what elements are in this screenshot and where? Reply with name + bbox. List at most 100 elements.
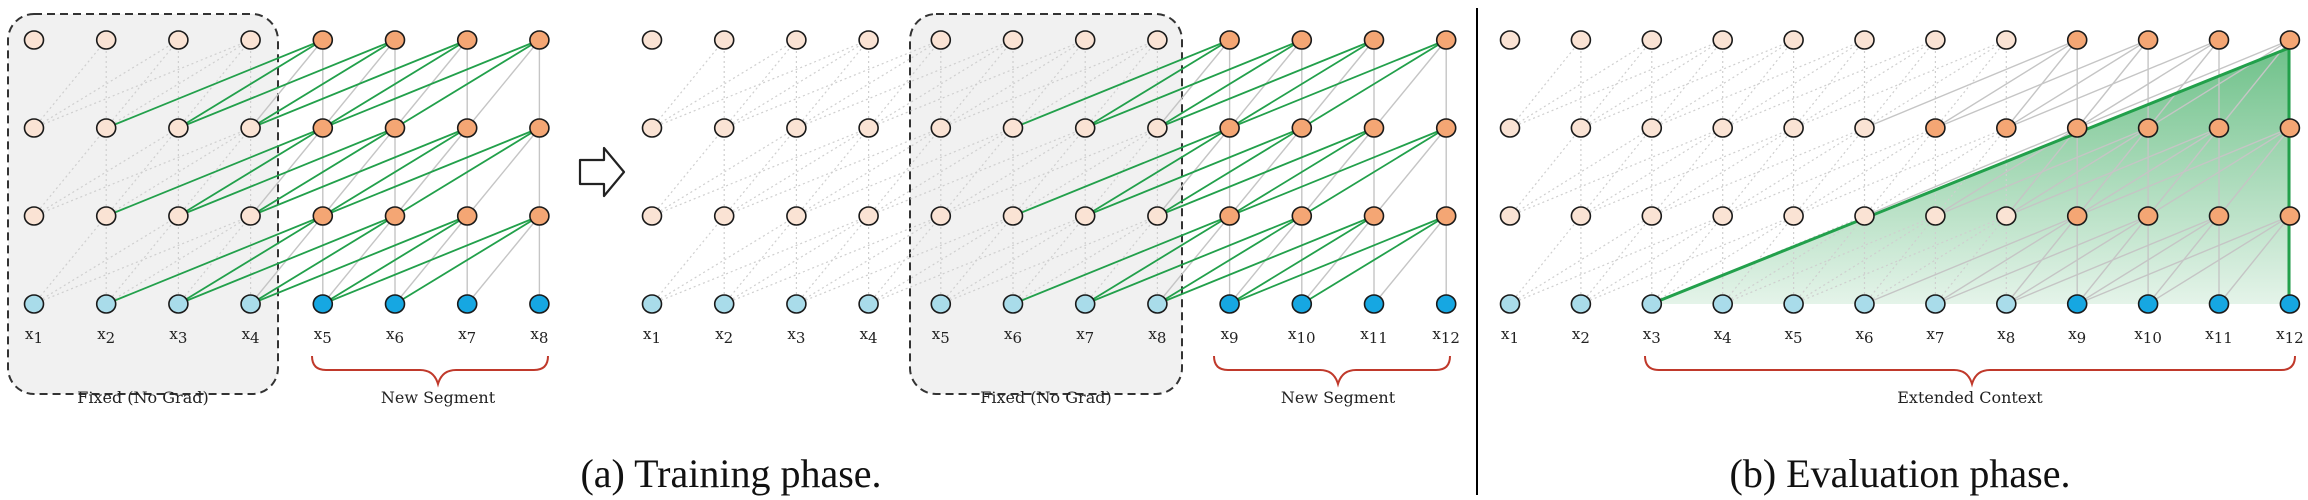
step1-input-node	[95, 294, 117, 314]
eval-edge	[1580, 127, 1724, 217]
eval-input-node	[1712, 294, 1733, 314]
step2-input-node	[1363, 294, 1385, 314]
step2-edge	[1373, 215, 1447, 305]
eval-edge	[1509, 127, 1723, 217]
eval-edge	[2076, 39, 2220, 129]
fixed-box-step1	[7, 13, 279, 395]
step1-hidden-node	[529, 206, 550, 226]
step2-edge	[1157, 39, 1375, 129]
step1-edge	[250, 127, 468, 217]
caption-evaluation: (b) Evaluation phase.	[1730, 451, 2071, 496]
eval-token-label: x5	[1785, 325, 1803, 347]
step1-input-node	[240, 294, 261, 314]
step2-edge	[1301, 39, 1447, 129]
step1-edge	[322, 215, 540, 305]
step1-edge	[33, 127, 251, 217]
step2-edge	[940, 39, 1158, 129]
step2-edge	[1157, 127, 1375, 217]
eval-hidden-node	[2066, 206, 2088, 226]
step2-edge	[723, 215, 942, 305]
step2-hidden-node	[930, 30, 952, 50]
step2-edge	[868, 127, 1086, 217]
step2-edge	[940, 39, 1086, 129]
step2-hidden-node	[1435, 206, 1457, 226]
step1-edge	[466, 39, 540, 129]
step1-edge	[178, 127, 396, 217]
step2-hidden-node	[1002, 118, 1024, 138]
step1-edge	[250, 127, 396, 217]
step2-edge	[796, 127, 942, 217]
eval-token-label: x6	[1855, 325, 1873, 347]
step2-edge	[1229, 215, 1375, 305]
step2-edge	[868, 39, 1014, 129]
step2-hidden-node	[1363, 30, 1385, 50]
step1-input-node	[456, 294, 478, 314]
step2-hidden-node	[1147, 206, 1168, 226]
eval-hidden-node	[1996, 118, 2017, 138]
step1-hidden-node	[312, 118, 334, 138]
step2-hidden-node	[1147, 30, 1168, 50]
step2-edge	[1084, 215, 1231, 305]
step2-hidden-node	[858, 30, 879, 50]
step2-token-label: x9	[1221, 325, 1239, 347]
step2-edge	[868, 39, 1086, 129]
eval-edge	[1722, 39, 1936, 129]
eval-edge	[1722, 127, 1936, 217]
step1-edge	[33, 39, 179, 129]
step2-edge	[651, 215, 869, 305]
step1-edge	[250, 215, 468, 305]
step2-input-node	[1147, 294, 1168, 314]
eval-hidden-node	[1996, 206, 2017, 226]
step1-hidden-node	[168, 30, 189, 50]
step2-input-node	[930, 294, 952, 314]
step2-hidden-node	[786, 206, 807, 226]
step2-token-label: x2	[715, 325, 733, 347]
step2-hidden-node	[713, 30, 735, 50]
step2-token-label: x7	[1076, 325, 1094, 347]
step2-edge	[1229, 39, 1447, 129]
step2-edge	[796, 215, 942, 305]
step2-hidden-node	[1219, 206, 1240, 226]
step2-edge	[940, 127, 1086, 217]
eval-hidden-node	[1570, 30, 1592, 50]
eval-edge	[2147, 127, 2291, 217]
step2-edge	[651, 39, 725, 129]
step1-hidden-node	[384, 206, 406, 226]
step1-edge	[250, 39, 468, 129]
step1-hidden-node	[312, 206, 334, 226]
eval-edge	[1580, 215, 1794, 305]
fixed-box-step2	[909, 13, 1183, 395]
eval-token-label: x7	[1926, 325, 1944, 347]
eval-hidden-node	[1783, 30, 1804, 50]
eval-edge	[1580, 39, 1724, 129]
step2-edge	[723, 127, 869, 217]
step1-edge	[394, 215, 540, 305]
right-arrow-icon	[578, 146, 626, 198]
step2-edge	[868, 215, 1014, 305]
step2-edge	[1301, 127, 1447, 217]
step2-token-label: x5	[932, 325, 950, 347]
step1-token-label: x2	[97, 325, 115, 347]
eval-hidden-node	[1641, 206, 1663, 226]
step2-input-node	[1074, 294, 1096, 314]
step1-edge	[178, 215, 396, 305]
eval-edge	[2076, 39, 2291, 129]
eval-hidden-node	[1712, 118, 1733, 138]
eval-hidden-node	[1570, 206, 1592, 226]
step2-hidden-node	[1435, 118, 1457, 138]
fixed-label-step2: Fixed (No Grad)	[980, 388, 1111, 407]
step1-hidden-node	[456, 118, 478, 138]
eval-edge	[2076, 127, 2220, 217]
step1-edge	[33, 39, 251, 129]
step1-token-label: x1	[25, 325, 43, 347]
step1-edge	[322, 39, 540, 129]
step2-edge	[1084, 39, 1303, 129]
step1-hidden-node	[240, 206, 261, 226]
step2-edge	[723, 215, 869, 305]
step1-edge	[33, 215, 251, 305]
step2-hidden-node	[930, 206, 952, 226]
eval-edge	[1864, 127, 2078, 217]
step2-edge	[723, 127, 942, 217]
eval-input-node	[1925, 294, 1946, 314]
